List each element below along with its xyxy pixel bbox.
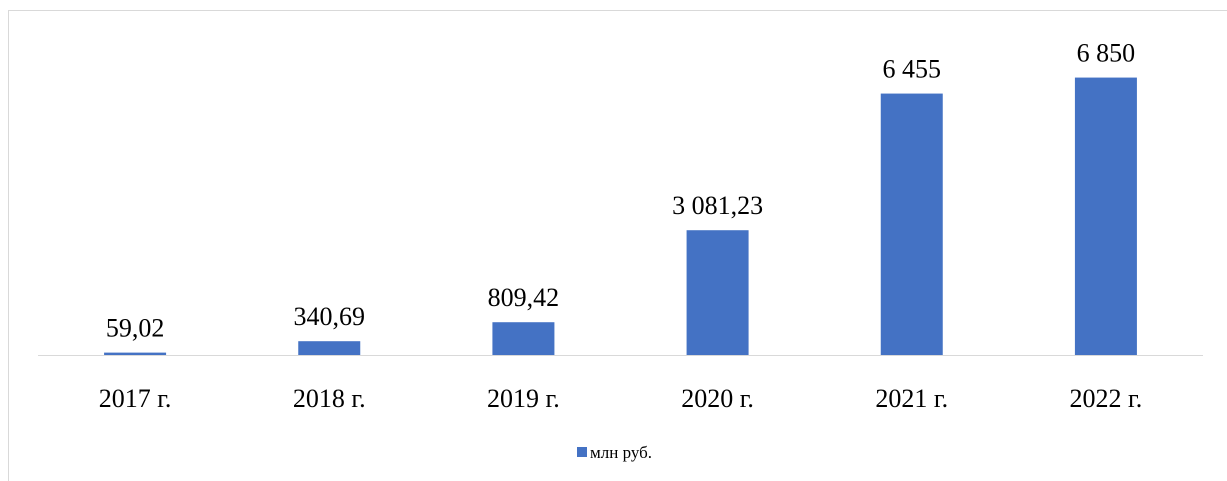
data-label: 340,69 xyxy=(294,302,366,331)
data-label: 59,02 xyxy=(106,314,165,343)
data-label: 3 081,23 xyxy=(672,191,763,220)
data-label: 6 850 xyxy=(1077,39,1136,68)
bar xyxy=(686,230,749,355)
data-label: 6 455 xyxy=(883,55,942,84)
x-tick-label: 2020 г. xyxy=(681,384,754,413)
bar xyxy=(104,352,167,355)
chart-frame xyxy=(8,10,1227,481)
bar xyxy=(1074,77,1137,355)
x-tick-label: 2017 г. xyxy=(99,384,172,413)
x-tick-label: 2019 г. xyxy=(487,384,560,413)
legend-label: млн руб. xyxy=(590,443,652,462)
bar xyxy=(492,322,555,355)
bar xyxy=(880,93,943,355)
data-label: 809,42 xyxy=(488,283,560,312)
x-tick-label: 2018 г. xyxy=(293,384,366,413)
x-tick-label: 2021 г. xyxy=(875,384,948,413)
legend-swatch xyxy=(577,447,587,457)
bar xyxy=(298,341,361,355)
x-tick-label: 2022 г. xyxy=(1070,384,1143,413)
